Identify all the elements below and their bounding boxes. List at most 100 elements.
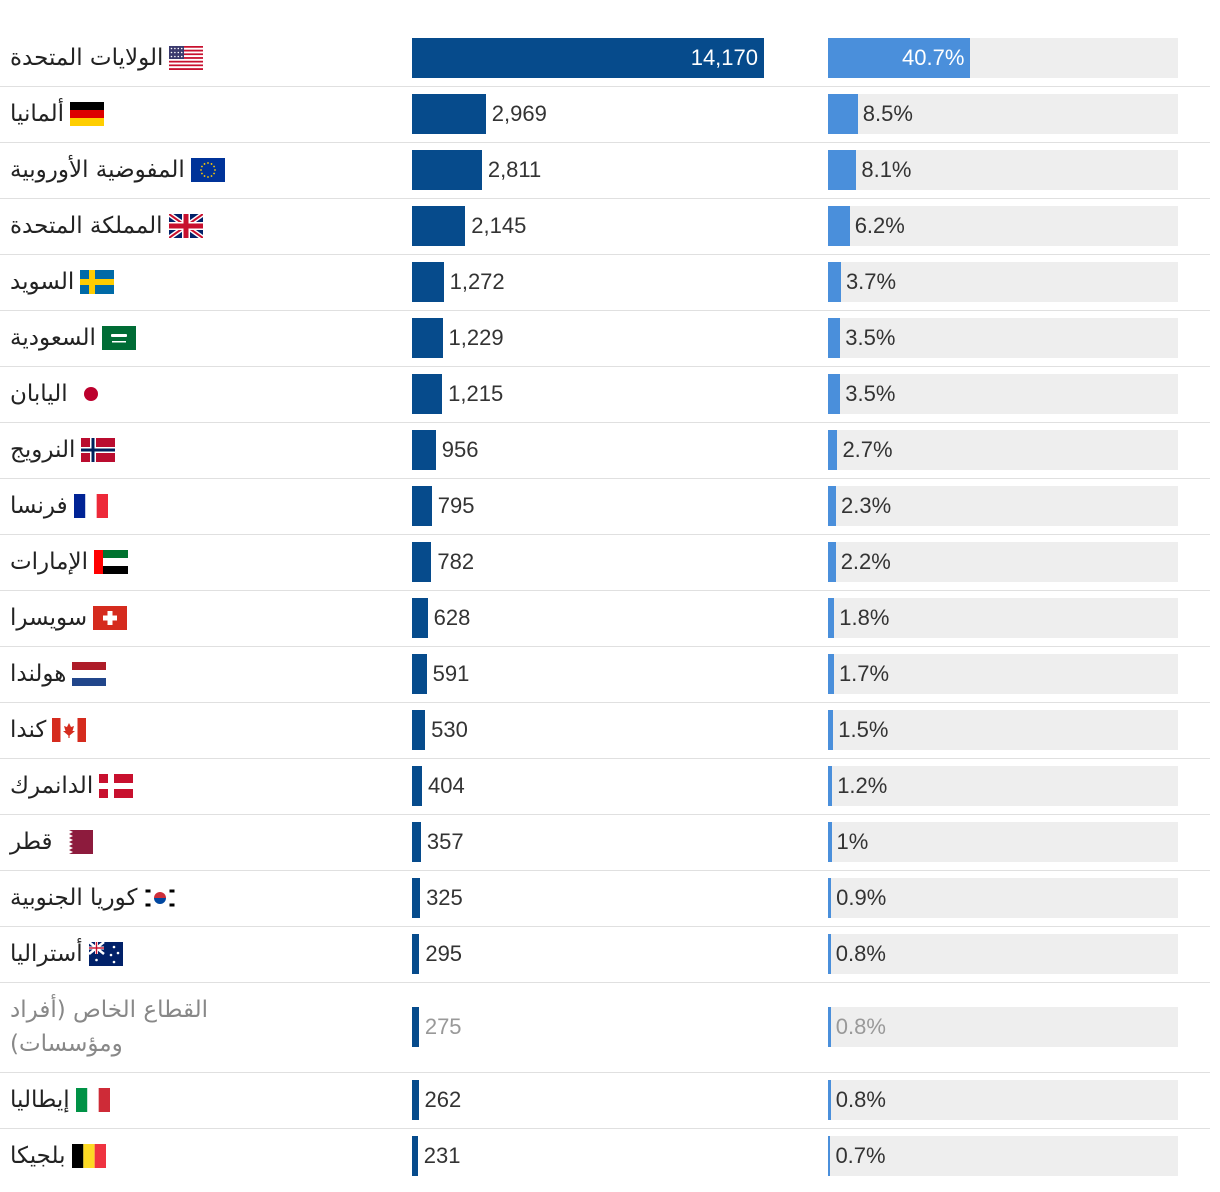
share-track — [828, 878, 1178, 918]
value-bar — [412, 934, 420, 974]
chart-row: بلجيكا 231 0.7% — [0, 1128, 1210, 1184]
share-bar — [828, 1136, 831, 1176]
category-label: كوريا الجنوبية — [10, 885, 138, 911]
category-label: بلجيكا — [10, 1143, 66, 1169]
flag-eu-icon — [190, 158, 225, 182]
category-label: النرويج — [10, 437, 76, 463]
category-label-wrap: فرنسا — [10, 478, 400, 534]
category-label: إيطاليا — [10, 1087, 70, 1113]
value-bar — [412, 710, 426, 750]
share-label: 1.8% — [839, 605, 890, 630]
category-label: القطاع الخاص (أفراد ومؤسسات) — [10, 997, 208, 1057]
share-track — [828, 934, 1178, 974]
share-bar — [828, 878, 832, 918]
flag-nl-icon — [72, 662, 107, 686]
category-label: اليابان — [10, 381, 68, 407]
value-bar — [412, 542, 432, 582]
chart-row: المملكة المتحدة 2,145 6.2% — [0, 198, 1210, 255]
chart-row: سويسرا 628 1.8% — [0, 590, 1210, 647]
value-bar — [412, 822, 421, 862]
category-label: الدانمرك — [10, 773, 94, 799]
category-label-wrap: قطر — [10, 814, 400, 870]
flag-de-icon — [70, 102, 105, 126]
category-label-wrap: سويسرا — [10, 590, 400, 646]
share-track — [828, 598, 1178, 638]
share-bar — [828, 206, 850, 246]
share-bar — [828, 374, 841, 414]
flag-be-icon — [71, 1144, 106, 1168]
share-track — [828, 654, 1178, 694]
chart-row: الولايات المتحدة 14,170 40.7% — [0, 30, 1210, 87]
share-track — [828, 486, 1178, 526]
category-label-wrap: كندا — [10, 702, 400, 758]
chart-row: المفوضية الأوروبية 2,811 8.1% — [0, 142, 1210, 199]
share-bar — [828, 318, 841, 358]
value-bar — [412, 598, 428, 638]
share-label: 0.9% — [836, 885, 887, 910]
share-label: 2.7% — [842, 437, 893, 462]
value-bar — [412, 486, 432, 526]
category-label-wrap: إيطاليا — [10, 1072, 400, 1128]
share-bar — [828, 934, 831, 974]
share-bar — [828, 598, 835, 638]
category-label: سويسرا — [10, 605, 88, 631]
share-bar — [828, 262, 841, 302]
value-bar — [412, 430, 436, 470]
share-label: 2.3% — [841, 493, 892, 518]
category-label-wrap: ألمانيا — [10, 86, 400, 142]
flag-it-icon — [75, 1088, 110, 1112]
value-bar — [412, 318, 443, 358]
flag-jp-icon — [73, 382, 108, 406]
flag-gb-icon — [168, 214, 203, 238]
value-label: 295 — [425, 941, 463, 966]
flag-fr-icon — [73, 494, 108, 518]
category-label: الولايات المتحدة — [10, 45, 164, 71]
value-label: 1,215 — [448, 381, 504, 406]
category-label-wrap: السعودية — [10, 310, 400, 366]
share-label: 2.2% — [840, 549, 891, 574]
share-bar — [828, 710, 834, 750]
chart-row: إيطاليا 262 0.8% — [0, 1072, 1210, 1129]
value-label: 262 — [424, 1087, 462, 1112]
flag-ca-icon — [52, 718, 87, 742]
category-label: قطر — [10, 829, 53, 855]
category-label: الإمارات — [10, 549, 88, 575]
share-track — [828, 206, 1178, 246]
chart-row: هولندا 591 1.7% — [0, 646, 1210, 703]
share-bar — [828, 94, 858, 134]
chart-row: كوريا الجنوبية 325 0.9% — [0, 870, 1210, 927]
value-bar — [412, 262, 444, 302]
value-bar — [412, 38, 764, 78]
category-label-wrap: النرويج — [10, 422, 400, 478]
value-label: 2,145 — [471, 213, 527, 238]
share-track — [828, 822, 1178, 862]
share-track — [828, 542, 1178, 582]
share-track — [828, 1136, 1178, 1176]
value-label: 795 — [437, 493, 475, 518]
category-label: المفوضية الأوروبية — [10, 157, 185, 183]
share-label: 8.1% — [861, 157, 912, 182]
value-label: 2,969 — [491, 101, 547, 126]
share-label: 3.5% — [845, 325, 896, 350]
share-bar — [828, 822, 832, 862]
category-label-wrap: هولندا — [10, 646, 400, 702]
value-label: 591 — [432, 661, 470, 686]
flag-ch-icon — [93, 606, 128, 630]
share-label: 0.8% — [835, 1087, 886, 1112]
value-bar — [412, 654, 427, 694]
chart-row: الدانمرك 404 1.2% — [0, 758, 1210, 815]
category-label-wrap: الإمارات — [10, 534, 400, 590]
category-label-wrap: اليابان — [10, 366, 400, 422]
value-label: 530 — [431, 717, 468, 742]
value-label: 628 — [433, 605, 471, 630]
share-label: 1.5% — [838, 717, 889, 742]
chart-row: ألمانيا 2,969 8.5% — [0, 86, 1210, 143]
value-label: 404 — [428, 773, 465, 798]
chart-row: القطاع الخاص (أفراد ومؤسسات) 275 0.8% — [0, 982, 1210, 1073]
category-label: فرنسا — [10, 493, 68, 519]
share-bar — [828, 430, 838, 470]
share-track — [828, 150, 1178, 190]
value-bar — [412, 1080, 419, 1120]
share-bar — [828, 38, 971, 78]
category-label-wrap: المفوضية الأوروبية — [10, 142, 400, 198]
